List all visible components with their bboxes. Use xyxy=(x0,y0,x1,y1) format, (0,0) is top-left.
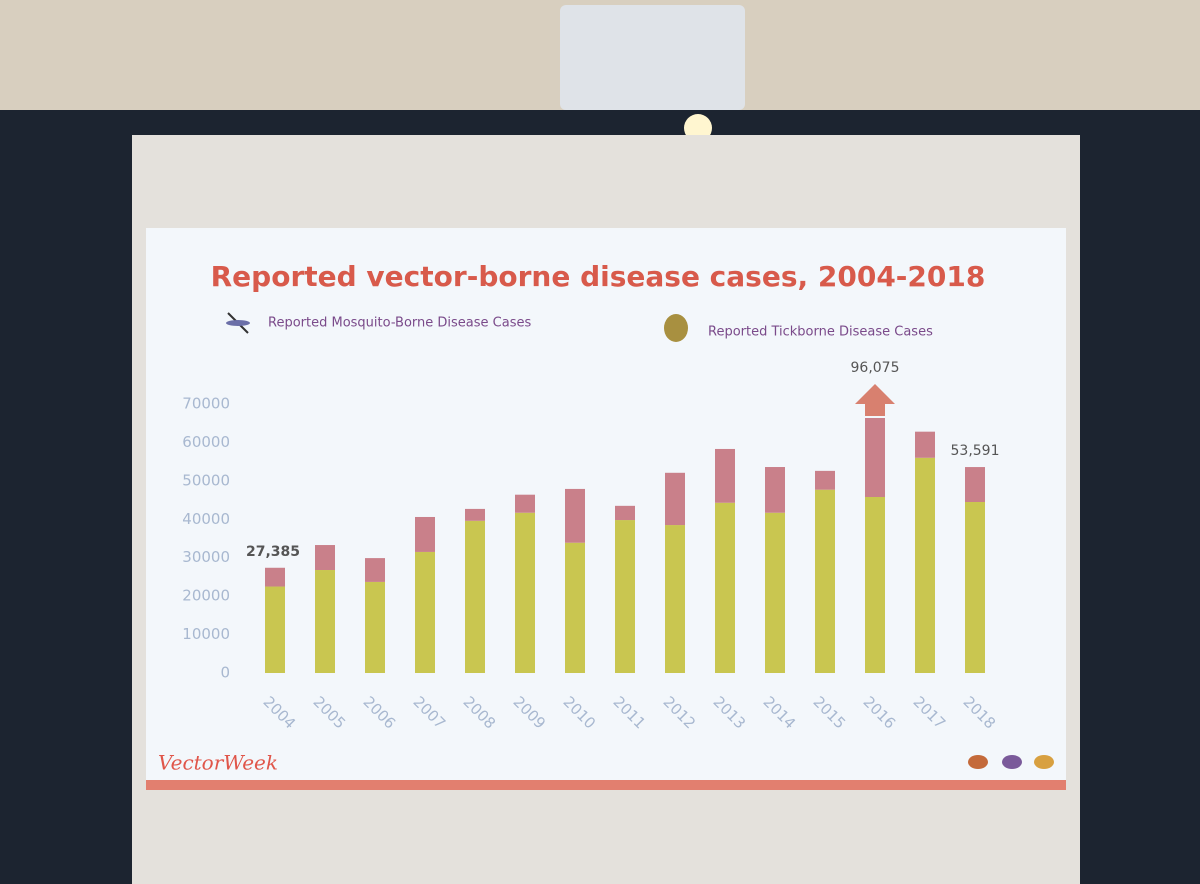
legend-label: Reported Tickborne Disease Cases xyxy=(708,325,933,340)
bar-segment xyxy=(315,545,335,571)
bar-segment xyxy=(465,520,485,673)
y-tick-label: 40000 xyxy=(182,510,230,528)
bar-segment xyxy=(865,418,885,497)
legend-label: Reported Mosquito-Borne Disease Cases xyxy=(268,316,531,331)
bar-segment xyxy=(515,494,535,513)
bar-segment xyxy=(665,525,685,673)
bar-segment xyxy=(965,467,985,502)
bar-segment xyxy=(315,570,335,673)
y-tick-label: 30000 xyxy=(182,548,230,566)
bar-segment xyxy=(665,472,685,526)
bar-segment xyxy=(365,581,385,673)
bar-segment xyxy=(415,551,435,673)
bar-segment xyxy=(915,457,935,673)
y-tick-label: 70000 xyxy=(182,395,230,413)
projector xyxy=(560,5,745,110)
bar-segment xyxy=(765,512,785,673)
y-tick-label: 60000 xyxy=(182,433,230,451)
annotation-label: 27,385 xyxy=(246,544,300,560)
bar-segment xyxy=(365,558,385,582)
annotation-label: 96,075 xyxy=(851,360,900,376)
bar-segment xyxy=(765,467,785,513)
bar-segment xyxy=(415,516,435,552)
y-tick-label: 20000 xyxy=(182,587,230,605)
bar-segment xyxy=(815,489,835,673)
y-tick-label: 0 xyxy=(220,664,230,682)
bar-segment xyxy=(615,520,635,673)
overflow-arrow xyxy=(855,384,895,416)
bar-segment xyxy=(815,470,835,490)
footer-icon xyxy=(1034,755,1054,769)
bar-segment xyxy=(265,586,285,673)
bar-segment xyxy=(615,505,635,521)
legend-icon xyxy=(226,320,250,326)
bar-segment xyxy=(265,567,285,587)
legend-icon xyxy=(664,314,688,342)
slide xyxy=(146,228,1066,790)
y-tick-label: 50000 xyxy=(182,471,230,489)
bar-segment xyxy=(965,501,985,673)
footer-icon xyxy=(1002,755,1022,769)
bar-segment xyxy=(565,542,585,673)
footer-icon xyxy=(968,755,988,769)
bar-segment xyxy=(915,431,935,458)
chart-title: Reported vector-borne disease cases, 200… xyxy=(211,260,986,293)
slide-footer-bar xyxy=(146,780,1066,790)
bar-segment xyxy=(715,448,735,503)
brand-logo: VectorWeek xyxy=(158,751,278,775)
bar-segment xyxy=(465,508,485,521)
annotation-label: 53,591 xyxy=(951,443,1000,459)
bar-segment xyxy=(565,488,585,543)
bar-segment xyxy=(515,512,535,673)
bar-segment xyxy=(715,502,735,673)
y-tick-label: 10000 xyxy=(182,625,230,643)
bar-segment xyxy=(865,496,885,673)
